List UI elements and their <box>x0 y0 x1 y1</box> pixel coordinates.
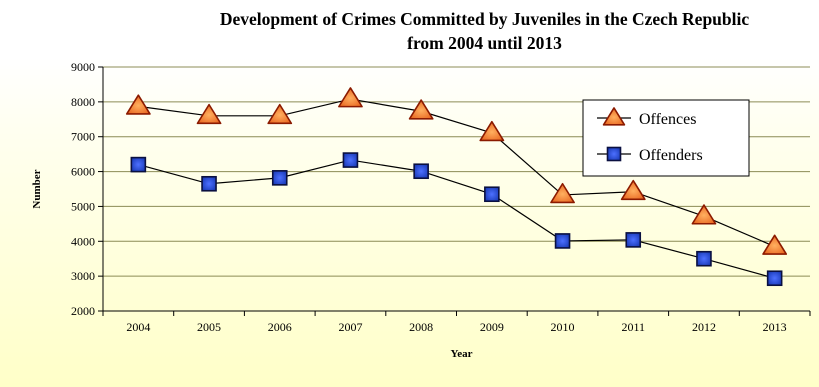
y-axis-title: Number <box>31 169 43 208</box>
legend: Offences Offenders <box>582 99 750 177</box>
x-tick-label-2007: 2007 <box>338 320 362 334</box>
x-tick-label-2011: 2011 <box>621 320 645 334</box>
y-tick-label-2000: 2000 <box>71 304 95 318</box>
axes <box>98 66 811 316</box>
x-tick-label-2005: 2005 <box>197 320 221 334</box>
x-tick-label-2012: 2012 <box>692 320 716 334</box>
x-axis-title: Year <box>451 348 473 360</box>
series-line-offenders <box>138 159 775 279</box>
series-line-offences <box>138 98 775 248</box>
y-tick-label-3000: 3000 <box>71 269 95 283</box>
offenders-point-2010 <box>554 233 571 249</box>
y-tick-label-7000: 7000 <box>71 130 95 144</box>
x-tick-label-2004: 2004 <box>126 320 150 334</box>
x-tick-label-2006: 2006 <box>268 320 292 334</box>
y-tick-label-4000: 4000 <box>71 234 95 248</box>
offenders-point-2013 <box>766 270 783 287</box>
chart-title-line-2: from 2004 until 2013 <box>407 33 562 53</box>
legend-marker-offenders <box>606 146 622 162</box>
legend-label-offences: Offences <box>639 111 696 128</box>
offences-point-2010 <box>550 182 575 204</box>
offences-point-2011 <box>620 179 646 201</box>
y-tick-label-6000: 6000 <box>71 165 95 179</box>
y-tick-label-8000: 8000 <box>71 95 95 109</box>
offences-point-2012 <box>691 204 717 225</box>
offences-point-2004 <box>125 94 151 115</box>
offences-point-2007 <box>338 87 363 108</box>
offenders-point-2005 <box>201 175 217 192</box>
series <box>125 87 788 287</box>
offences-point-2013 <box>762 234 788 255</box>
offenders-point-2007 <box>342 152 359 168</box>
x-tick-label-2009: 2009 <box>480 320 504 334</box>
legend-label-offenders: Offenders <box>639 147 703 164</box>
x-tick-label-2010: 2010 <box>551 320 575 334</box>
offenders-point-2008 <box>413 163 429 180</box>
x-tick-label-2008: 2008 <box>409 320 433 334</box>
legend-marker-offences <box>602 107 626 126</box>
offenders-point-2006 <box>271 170 288 186</box>
offences-point-2005 <box>196 103 222 125</box>
x-tick-label-2013: 2013 <box>763 320 787 334</box>
offences-point-2006 <box>267 103 293 125</box>
offences-point-2009 <box>479 120 505 142</box>
offenders-point-2009 <box>484 186 500 203</box>
y-tick-label-9000: 9000 <box>71 60 95 74</box>
y-tick-label-5000: 5000 <box>71 199 95 213</box>
offenders-point-2012 <box>696 250 712 267</box>
offenders-point-2004 <box>130 156 147 173</box>
offences-point-2008 <box>408 99 434 120</box>
chart-title-line-1: Development of Crimes Committed by Juven… <box>219 9 750 29</box>
tick-labels: 2000 3000 4000 5000 6000 7000 8000 9000 2004 2005… <box>31 60 787 360</box>
offenders-point-2011 <box>625 232 642 248</box>
